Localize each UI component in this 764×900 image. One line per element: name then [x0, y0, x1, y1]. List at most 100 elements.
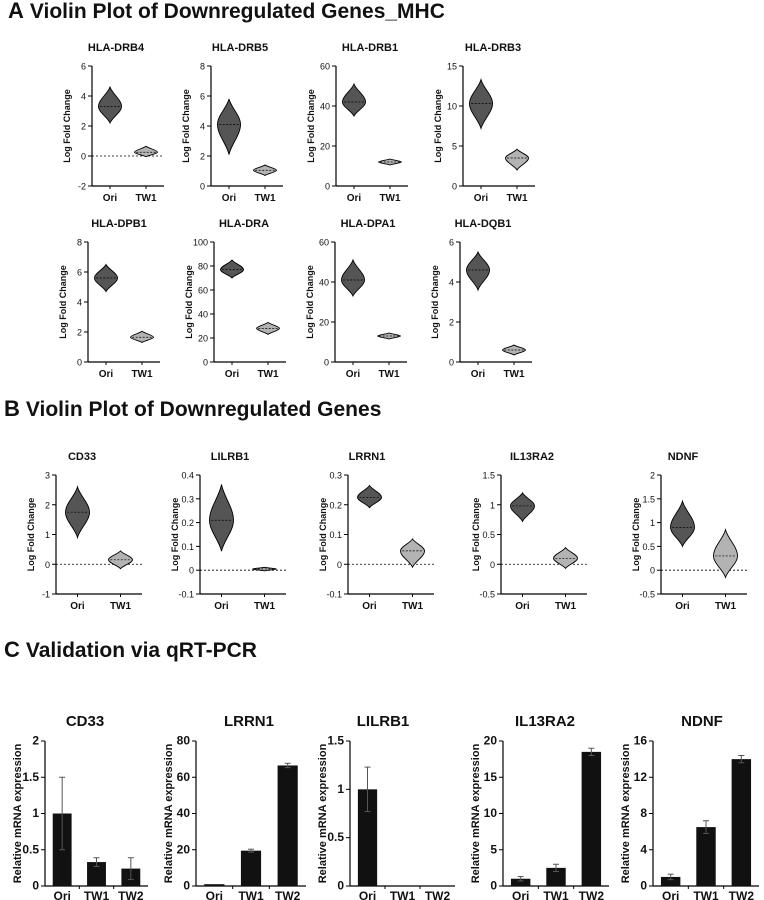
- chart-a-hla-drb4: HLA-DRB4 Log Fold Change -2 0 2 4 6 Ori TW1: [62, 42, 164, 204]
- y-tick-label: 8: [77, 238, 82, 248]
- y-tick-label: 60: [319, 238, 329, 248]
- x-tick-label: Ori: [70, 601, 85, 612]
- y-axis-label: Relative mRNA expression: [12, 743, 24, 883]
- y-tick-label: 16: [634, 734, 648, 748]
- violin-ori: [209, 484, 234, 552]
- y-tick-label: 0.1: [181, 542, 194, 552]
- bar-ori: [660, 876, 681, 886]
- y-tick-label: 2: [77, 328, 82, 338]
- violin-ori: [510, 491, 535, 523]
- bar-tw2: [277, 765, 298, 886]
- y-tick-label: 4: [77, 298, 82, 308]
- chart-a-hla-dqb1: HLA-DQB1 Log Fold Change 0 2 4 6 Ori TW1: [430, 218, 532, 380]
- x-tick-label: TW1: [506, 193, 528, 204]
- x-tick-label: Ori: [362, 601, 377, 612]
- violin-ori: [670, 499, 695, 548]
- y-tick-label: 1.5: [642, 494, 655, 504]
- section-a-heading: A Violin Plot of Downregulated Genes_MHC: [8, 0, 445, 24]
- y-axis-label: Log Fold Change: [62, 89, 72, 163]
- x-tick-label: TW1: [84, 889, 110, 900]
- y-tick-label: 8: [640, 806, 647, 820]
- chart-title: NDNF: [681, 713, 723, 730]
- chart-b-lilrb1: LILRB1 Log Fold Change -0.1 0 0.1 0.2 0.3 0.4 Or…: [170, 451, 286, 612]
- bar-tw1: [546, 867, 566, 886]
- violin-ori: [220, 259, 244, 279]
- chart-b-cd33: CD33 Log Fold Change -1 0 1 2 3 Ori TW1: [26, 451, 142, 612]
- bar-tw2: [581, 751, 602, 886]
- x-tick-label: TW2: [275, 889, 301, 900]
- violin-tw1: [253, 164, 277, 177]
- violin-ori: [469, 77, 493, 131]
- y-tick-label: 0: [452, 182, 457, 192]
- x-tick-label: TW2: [579, 889, 605, 900]
- x-tick-label: TW1: [254, 193, 276, 204]
- y-tick-label: 0.2: [181, 518, 194, 528]
- chart-title: IL13RA2: [515, 713, 575, 730]
- x-tick-label: TW1: [238, 889, 264, 900]
- y-tick-label: 80: [198, 262, 208, 272]
- chart-c-ndnf: NDNF Relative mRNA expression 0 4 8 12 16 Ori TW…: [620, 713, 759, 900]
- x-tick-label: TW1: [693, 889, 719, 900]
- chart-c-cd33: CD33 Relative mRNA expression 0 0.5 1 1.5 2 Ori…: [12, 713, 148, 900]
- chart-title: HLA-DRB1: [342, 42, 398, 54]
- y-axis-label: Relative mRNA expression: [317, 743, 329, 883]
- chart-b-il13ra2: IL13RA2 Log Fold Change -0.5 0 0.5 1 1.5 Ori TW1: [471, 451, 587, 612]
- chart-title: IL13RA2: [510, 451, 554, 463]
- y-axis-label: Log Fold Change: [170, 498, 180, 572]
- violin-ori: [98, 85, 122, 125]
- x-tick-label: Ori: [53, 889, 70, 900]
- bar-tw1: [240, 850, 262, 886]
- y-tick-label: 0.3: [181, 494, 194, 504]
- violin-tw1: [377, 332, 401, 340]
- chart-title: HLA-DRB4: [88, 42, 145, 54]
- x-tick-label: TW1: [555, 601, 577, 612]
- chart-title: LRRN1: [224, 713, 274, 730]
- x-tick-label: TW1: [257, 369, 279, 380]
- y-axis-label: Log Fold Change: [430, 265, 440, 339]
- y-tick-label: 20: [320, 142, 330, 152]
- y-tick-label: 6: [81, 62, 86, 72]
- section-b-title: Violin Plot of Downregulated Genes: [25, 398, 382, 421]
- section-b-letter: B: [4, 396, 20, 421]
- y-tick-label: 0.5: [482, 530, 495, 540]
- y-tick-label: 4: [200, 122, 205, 132]
- y-tick-label: 1.5: [22, 770, 39, 784]
- y-tick-label: 1: [650, 518, 655, 528]
- y-tick-label: 1: [45, 530, 50, 540]
- chart-c-lilrb1: LILRB1 Relative mRNA expression 0 0.5 1 1.5 Or…: [317, 713, 455, 900]
- chart-b-ndnf: NDNF Log Fold Change -0.5 0 0.5 1 1.5 2 Ori TW1: [631, 451, 747, 612]
- x-tick-label: TW2: [118, 889, 144, 900]
- x-tick-label: TW1: [135, 193, 157, 204]
- x-tick-label: TW1: [503, 369, 525, 380]
- chart-a-hla-drb5: HLA-DRB5 Log Fold Change 0 2 4 6 8 Ori TW1: [181, 42, 283, 204]
- chart-a-hla-dpb1: HLA-DPB1 Log Fold Change 0 2 4 6 8 Ori TW1: [58, 218, 160, 380]
- y-tick-label: 20: [319, 318, 329, 328]
- y-axis-label: Relative mRNA expression: [620, 743, 632, 883]
- y-tick-label: 2: [81, 122, 86, 132]
- y-tick-label: 20: [177, 842, 191, 856]
- x-tick-label: TW1: [402, 601, 424, 612]
- y-tick-label: 8: [200, 62, 205, 72]
- y-tick-label: 0.3: [329, 471, 342, 481]
- y-tick-label: 100: [193, 238, 208, 248]
- x-tick-label: Ori: [474, 193, 489, 204]
- y-tick-label: 4: [640, 842, 647, 856]
- x-tick-label: Ori: [225, 369, 240, 380]
- y-tick-label: 1.5: [327, 734, 344, 748]
- y-tick-label: 0: [200, 182, 205, 192]
- y-tick-label: 10: [484, 806, 498, 820]
- y-axis-label: Log Fold Change: [26, 498, 36, 572]
- bar-ori: [357, 789, 378, 886]
- y-tick-label: 2: [200, 152, 205, 162]
- y-tick-label: 6: [449, 238, 454, 248]
- y-tick-label: 0: [490, 879, 497, 893]
- chart-b-lrrn1: LRRN1 Log Fold Change -0.1 0 0.1 0.2 0.3 Ori TW1: [318, 451, 434, 612]
- y-tick-label: 0.4: [181, 471, 194, 481]
- y-tick-label: 0.5: [327, 830, 344, 844]
- chart-title: NDNF: [668, 451, 699, 463]
- y-tick-label: 0: [640, 879, 647, 893]
- y-tick-label: 2: [32, 734, 39, 748]
- y-tick-label: 2: [449, 318, 454, 328]
- chart-title: CD33: [66, 713, 104, 730]
- bar-tw1: [696, 827, 716, 886]
